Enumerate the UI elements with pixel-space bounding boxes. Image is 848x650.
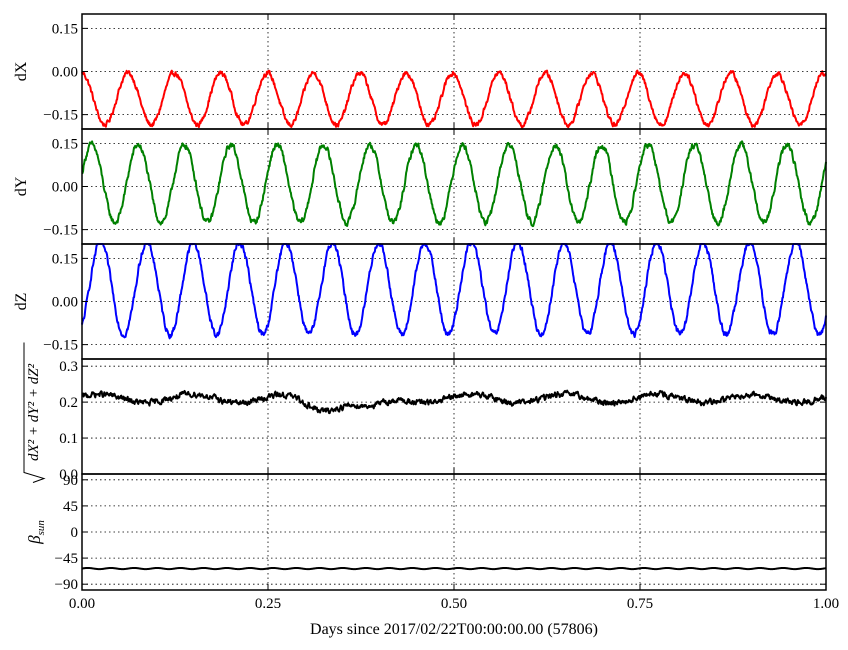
ytick-label-dmag-3: 0.3 [59, 359, 78, 375]
ylabel-dmag-text: dX² + dY² + dZ² [26, 363, 42, 461]
xtick-label-4: 1.00 [813, 596, 839, 612]
ylabel-dx: dX [13, 61, 30, 81]
xtick-label-0: 0.00 [69, 596, 95, 612]
ytick-label-dy-0: −0.15 [43, 223, 78, 239]
yticks-dy: −0.15 0.00 0.15 [43, 129, 827, 244]
series-line-dy-0 [81, 140, 827, 228]
yticks-dx: −0.15 0.00 0.15 [43, 14, 827, 129]
ylabel-dz: dZ [13, 293, 30, 311]
ytick-label-beta-3: 45 [63, 499, 78, 515]
yticks-dz: −0.15 0.00 0.15 [43, 244, 827, 359]
xtick-label-3: 0.75 [627, 596, 653, 612]
series-beta [81, 566, 827, 571]
series-line-beta-0 [81, 566, 827, 571]
series-dmag [81, 389, 827, 415]
xtick-label-1: 0.25 [255, 596, 281, 612]
xtick-label-2: 0.50 [441, 596, 467, 612]
yticks-dmag: 0.0 0.1 0.2 0.3 [59, 359, 827, 483]
ytick-label-dz-2: 0.15 [52, 251, 78, 267]
ylabel-beta: βsun [25, 520, 47, 545]
x-axis-label: Days since 2017/02/22T00:00:00.00 (57806… [310, 621, 598, 638]
ytick-label-dmag-2: 0.2 [59, 395, 78, 411]
ytick-label-dmag-1: 0.1 [59, 431, 78, 447]
ytick-label-dy-1: 0.00 [52, 180, 78, 196]
series-dx [81, 69, 827, 129]
panel-dz: −0.15 0.00 0.15 dZ [13, 243, 827, 360]
ytick-label-beta-1: −45 [55, 551, 78, 567]
panel-beta: −90 −45 0 45 90 βsun [25, 473, 827, 593]
ytick-label-dz-1: 0.00 [52, 295, 78, 311]
ytick-label-dmag-0: 0.0 [59, 467, 78, 483]
ytick-label-dx-1: 0.00 [52, 65, 78, 81]
x-axis: 0.00 0.25 0.50 0.75 1.00 [69, 596, 839, 612]
ytick-label-beta-4: 90 [63, 473, 78, 489]
series-line-dmag-0 [81, 389, 827, 415]
ylabel-dmag: dX² + dY² + dZ² [23, 342, 46, 483]
yticks-beta: −90 −45 0 45 90 [55, 473, 827, 593]
ytick-label-beta-2: 0 [71, 525, 79, 541]
series-dy [81, 140, 827, 228]
ylabel-dy: dY [13, 176, 30, 196]
ytick-label-dz-0: −0.15 [43, 338, 78, 354]
ytick-label-beta-0: −90 [55, 577, 78, 593]
ytick-label-dx-2: 0.15 [52, 21, 78, 37]
ytick-label-dy-2: 0.15 [52, 136, 78, 152]
ytick-label-dx-0: −0.15 [43, 108, 78, 124]
series-line-dx-0 [81, 69, 827, 129]
sqrt-radical-icon [23, 342, 46, 483]
